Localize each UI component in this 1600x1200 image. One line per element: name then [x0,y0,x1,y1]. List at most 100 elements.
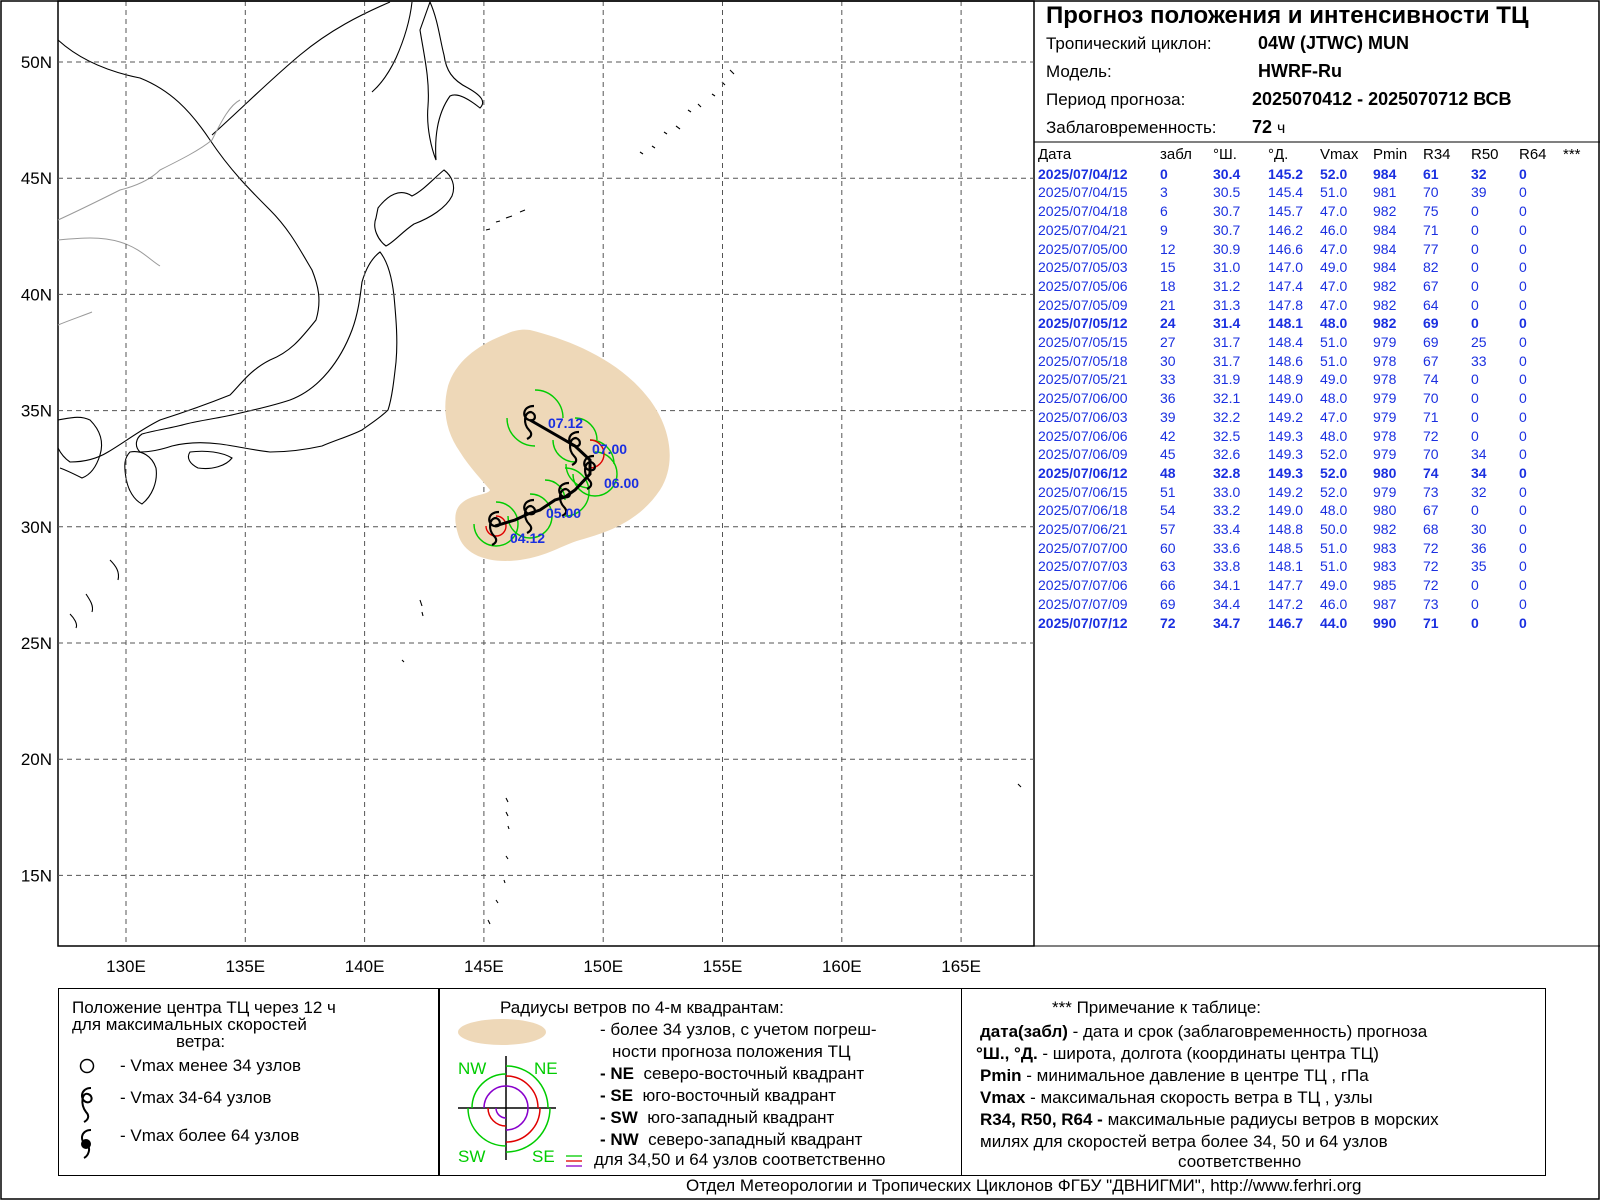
cell-lead: 48 [1160,464,1176,481]
cell-r50: 25 [1471,334,1487,351]
cell-r64: 0 [1519,464,1527,481]
legend-ne-text: северо-восточный квадрант [643,1064,865,1083]
cell-lead: 33 [1160,371,1176,388]
cell-pmin: 982 [1373,521,1397,538]
col-lead: забл [1160,146,1192,163]
legend-note-5-key: R34, R50, R64 - [980,1110,1103,1129]
table-row: 2025/07/05/00 12 30.9 146.6 47.0 984 77 0 0 [1038,240,1581,259]
cell-lat: 31.9 [1213,371,1241,388]
legend-note-3-text: - минимальное давление в центре ТЦ , гПа [1021,1066,1369,1085]
lat-tick-labels: 50N 45N 40N 35N 30N 25N 20N 15N [21,53,52,885]
cell-r64: 0 [1519,184,1527,201]
period-value: 2025070412 - 2025070712 ВСВ [1252,89,1512,109]
table-row: 2025/07/06/21 57 33.4 148.8 50.0 982 68 30 0 [1038,520,1581,539]
cell-lat: 32.5 [1213,427,1241,444]
legend-center-title-line1: Положение центра ТЦ через 12 ч [72,998,336,1017]
cell-r64: 0 [1519,521,1527,538]
cell-r50: 0 [1471,240,1479,257]
cell-r64: 0 [1519,427,1527,444]
cell-lat: 31.7 [1213,352,1241,369]
cell-date: 2025/07/07/12 [1038,614,1128,631]
cell-date: 2025/07/05/12 [1038,315,1128,332]
cell-lat: 33.0 [1213,483,1241,500]
legend-ne: - NE северо-восточный квадрант [600,1064,864,1084]
moderate-cyclone-icon [81,1087,93,1123]
cell-lon: 148.9 [1268,371,1304,388]
cell-r64: 0 [1519,595,1527,612]
lon-tick-label: 140E [345,957,385,976]
legend-note-4-key: Vmax [980,1088,1026,1107]
cyclone-symbol [523,498,536,534]
cell-r64: 0 [1519,408,1527,425]
lon-tick-label: 155E [703,957,743,976]
weak-cyclone-icon [79,1058,95,1074]
lon-tick-label: 150E [583,957,623,976]
cell-lon: 149.3 [1268,464,1304,481]
cell-lead: 12 [1160,240,1176,257]
cell-r50: 0 [1471,296,1479,313]
legend-vmax-gt64: - Vmax более 64 узлов [120,1126,300,1145]
cell-lead: 66 [1160,577,1176,594]
legend-note-1-text: - дата и срок (заблаговременность) прогн… [1067,1022,1428,1041]
cell-pmin: 982 [1373,315,1397,332]
legend-q-sw: SW [458,1147,485,1166]
table-row: 2025/07/04/15 3 30.5 145.4 51.0 981 70 39 0 [1038,183,1581,202]
lat-tick-label: 15N [21,866,52,885]
legend-center-box [58,988,440,1176]
cell-date: 2025/07/06/09 [1038,446,1128,463]
cell-r64: 0 [1519,558,1527,575]
cell-r64: 0 [1519,446,1527,463]
cell-vmax: 52.0 [1320,165,1348,182]
cell-r50: 32 [1471,483,1487,500]
cell-r64: 0 [1519,315,1527,332]
cyclone-label: Тропический циклон: [1046,34,1212,53]
legend-radii-l1: - более 34 узлов, с учетом погреш- [600,1020,877,1039]
lat-tick-label: 45N [21,169,52,188]
cell-r34: 75 [1423,203,1439,220]
table-row: 2025/07/06/03 39 32.2 149.2 47.0 979 71 0 0 [1038,408,1581,427]
cell-pmin: 983 [1373,539,1397,556]
legend-note-1: дата(забл) - дата и срок (заблаговременн… [980,1022,1427,1042]
cell-r34: 72 [1423,558,1439,575]
cell-r34: 67 [1423,277,1439,294]
cell-r50: 0 [1471,259,1479,276]
legend-nw-text: северо-западный квадрант [648,1130,863,1149]
cell-date: 2025/07/07/06 [1038,577,1128,594]
legend-radii-last: для 34,50 и 64 узлов соответственно [594,1150,886,1169]
cell-lat: 33.4 [1213,521,1241,538]
cell-r50: 39 [1471,184,1487,201]
cell-vmax: 49.0 [1320,577,1348,594]
cell-lat: 31.4 [1213,315,1241,332]
cell-lon: 146.2 [1268,221,1304,238]
cell-vmax: 52.0 [1320,464,1348,481]
cell-r34: 82 [1423,259,1439,276]
cell-r50: 0 [1471,315,1479,332]
cell-lead: 51 [1160,483,1176,500]
cell-lon: 145.4 [1268,184,1304,201]
cell-date: 2025/07/06/00 [1038,390,1128,407]
cyclone-value: 04W (JTWC) MUN [1258,33,1409,53]
cell-pmin: 978 [1373,427,1397,444]
cell-r50: 0 [1471,221,1479,238]
table-row: 2025/07/06/12 48 32.8 149.3 52.0 980 74 34 0 [1038,464,1581,483]
legend-center-title: Положение центра ТЦ через 12 ч для макси… [72,999,336,1050]
cell-lat: 30.9 [1213,240,1241,257]
col-r64: R64 [1519,146,1547,163]
cyclone-symbol [583,454,596,490]
col-pmin: Pmin [1373,146,1408,163]
lon-tick-labels: 130E 135E 140E 145E 150E 155E 160E 165E [106,957,981,976]
cell-r64: 0 [1519,240,1527,257]
cell-lead: 69 [1160,595,1176,612]
cell-r64: 0 [1519,390,1527,407]
cell-lon: 149.2 [1268,483,1304,500]
legend-note-5-text: максимальные радиусы ветров в морских [1102,1110,1439,1129]
lon-tick-label: 160E [822,957,862,976]
col-vmax: Vmax [1320,146,1359,163]
cell-lon: 145.7 [1268,203,1304,220]
coastline [57,0,1022,925]
cell-lat: 33.8 [1213,558,1241,575]
cell-r34: 70 [1423,390,1439,407]
cell-lat: 34.1 [1213,577,1241,594]
cell-lat: 30.7 [1213,221,1241,238]
cell-lon: 148.8 [1268,521,1304,538]
